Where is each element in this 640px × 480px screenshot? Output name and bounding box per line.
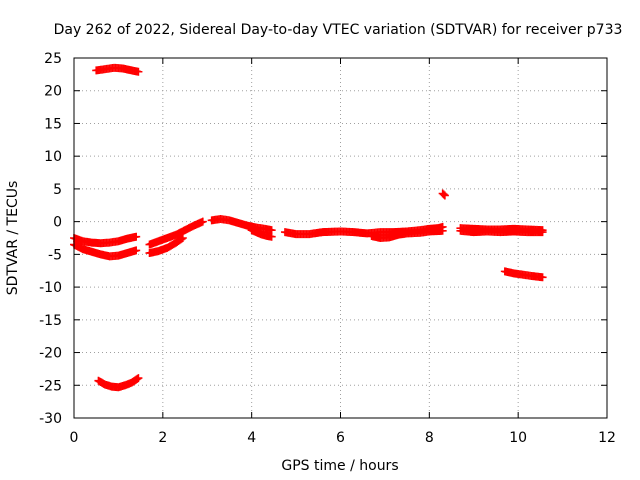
data-track xyxy=(247,226,276,241)
data-track xyxy=(145,234,187,258)
y-tick-label: 0 xyxy=(53,215,62,231)
data-track xyxy=(367,226,447,242)
data-track xyxy=(70,240,141,261)
y-tick-label: 5 xyxy=(53,182,62,198)
y-tick-label: -15 xyxy=(39,313,62,329)
chart-title: Day 262 of 2022, Sidereal Day-to-day VTE… xyxy=(54,22,623,38)
data-point xyxy=(267,232,276,241)
x-tick-label: 0 xyxy=(70,430,79,446)
y-tick-label: 25 xyxy=(44,51,62,67)
y-tick-label: -10 xyxy=(39,280,62,296)
data-point xyxy=(439,190,448,199)
x-tick-label: 6 xyxy=(336,430,345,446)
x-tick-label: 2 xyxy=(158,430,167,446)
data-track xyxy=(145,217,207,249)
x-tick-label: 4 xyxy=(247,430,256,446)
y-tick-label: -20 xyxy=(39,346,62,362)
data-track xyxy=(92,63,143,76)
data-track xyxy=(94,374,143,392)
data-point xyxy=(538,273,547,282)
y-tick-label: -25 xyxy=(39,378,62,394)
data-point xyxy=(134,374,143,383)
data-track xyxy=(500,267,547,282)
data-point xyxy=(132,246,141,255)
data-point xyxy=(538,228,547,237)
y-axis-title: SDTVAR / TECUs xyxy=(5,181,21,296)
x-tick-labels: 0 2 4 6 8 10 12 xyxy=(70,430,616,446)
data-point xyxy=(132,232,141,241)
y-tick-label: -30 xyxy=(39,411,62,427)
grid-lines xyxy=(74,58,607,418)
y-tick-label: 20 xyxy=(44,84,62,100)
data-point xyxy=(198,217,207,226)
data-point xyxy=(178,234,187,242)
y-tick-labels: 25 20 15 10 5 0 -5 -10 -15 -20 -25 -30 xyxy=(39,51,62,427)
data-track xyxy=(70,232,141,248)
x-tick-label: 10 xyxy=(509,430,527,446)
data-point xyxy=(440,191,449,200)
data-point xyxy=(134,67,143,76)
x-axis-title: GPS time / hours xyxy=(281,458,398,474)
x-tick-label: 8 xyxy=(425,430,434,446)
x-tick-label: 12 xyxy=(598,430,616,446)
y-tick-label: -5 xyxy=(48,247,62,263)
data-track xyxy=(438,189,449,200)
data-series xyxy=(70,63,547,392)
data-track xyxy=(456,226,547,237)
axis-ticks xyxy=(73,57,608,419)
data-point xyxy=(438,226,447,235)
y-tick-label: 10 xyxy=(44,149,62,165)
y-tick-label: 15 xyxy=(44,116,62,132)
